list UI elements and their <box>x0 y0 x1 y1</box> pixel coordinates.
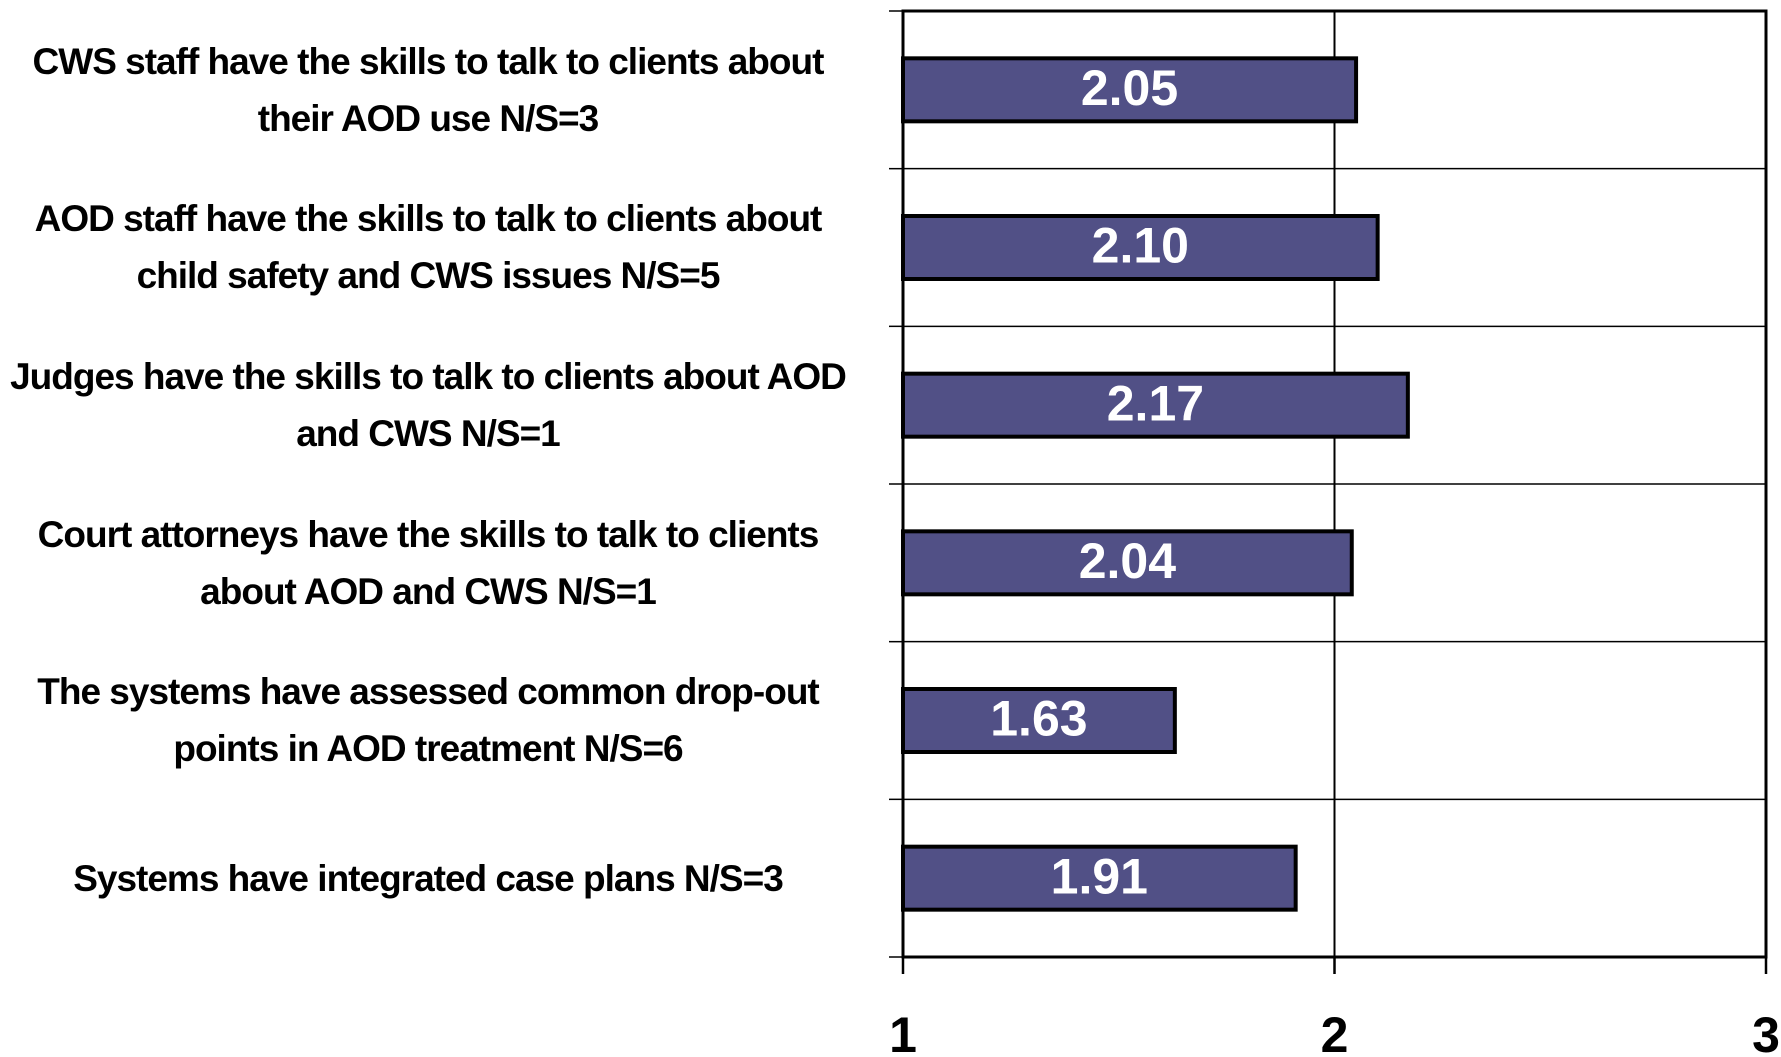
value-label: 1.63 <box>990 691 1087 747</box>
category-label: AOD staff have the skills to talk to cli… <box>34 198 823 297</box>
value-label: 1.91 <box>1051 848 1148 904</box>
plot-frame <box>901 9 1768 959</box>
value-label: 2.17 <box>1107 375 1204 431</box>
value-label: 2.10 <box>1092 218 1189 274</box>
value-label: 2.05 <box>1081 60 1178 116</box>
value-label: 2.04 <box>1079 533 1177 589</box>
bar <box>901 687 1177 754</box>
x-tick-label: 1 <box>889 1007 917 1057</box>
category-label: The systems have assessed common drop-ou… <box>37 671 820 770</box>
category-label: Court attorneys have the skills to talk … <box>37 513 820 612</box>
x-tick-label: 3 <box>1752 1007 1780 1057</box>
bar <box>901 214 1380 281</box>
category-label: Systems have integrated case plans N/S=3 <box>73 857 784 899</box>
x-tick-label: 2 <box>1321 1007 1349 1057</box>
bar <box>901 844 1298 912</box>
category-label: Judges have the skills to talk to client… <box>10 356 847 455</box>
bar <box>901 56 1359 124</box>
bar <box>901 529 1354 597</box>
bar <box>901 371 1410 439</box>
category-label: CWS staff have the skills to talk to cli… <box>32 40 825 139</box>
